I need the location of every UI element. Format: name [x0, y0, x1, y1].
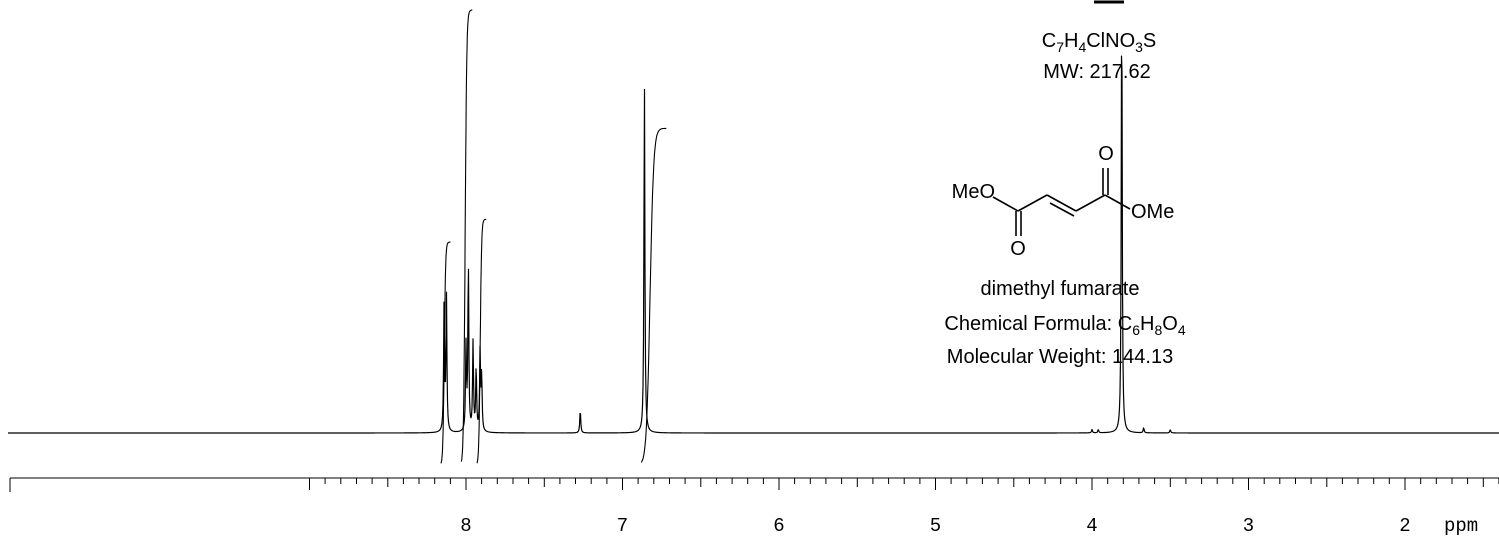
reagent-formula-s: S [1143, 30, 1156, 52]
reagent-formula-sub-4: 4 [1078, 39, 1086, 55]
integral-curve-4 [640, 127, 667, 463]
reagent-formula-clno: ClNO [1086, 30, 1135, 52]
chemical-formula: Chemical Formula: C6H8O4 [944, 313, 1185, 338]
x-axis: 876543210 ppm [9, 477, 1499, 537]
formula-sub-4: 4 [1178, 322, 1186, 338]
formula-h: H [1140, 313, 1154, 335]
x-axis-ticks [9, 478, 1499, 492]
spectrum-trace [7, 55, 1499, 434]
formula-o: O [1162, 313, 1178, 335]
bond-meo-c1 [992, 196, 1019, 212]
compound-name: dimethyl fumarate [981, 278, 1140, 300]
bond-c1-c2 [1017, 194, 1048, 212]
reagent-formula-c: C [1042, 30, 1056, 52]
bond-c3-c4 [1075, 194, 1106, 212]
integral-curve-2 [460, 9, 473, 462]
x-tick-label: 7 [617, 515, 628, 537]
formula-c: C [1118, 313, 1132, 335]
formula-sub-8: 8 [1154, 322, 1162, 338]
integral-curve-3 [476, 218, 487, 464]
reagent-formula-sub-3: 3 [1135, 39, 1143, 55]
x-tick-label: 2 [1399, 515, 1410, 537]
reagent-formula-sub-7: 7 [1056, 39, 1064, 55]
x-tick-label: 8 [460, 515, 471, 537]
label-ome: OMe [1131, 201, 1174, 223]
bond-c4-ome [1104, 194, 1131, 210]
x-tick-label: 3 [1243, 515, 1254, 537]
integral-curve-1 [440, 241, 451, 464]
formula-sub-6: 6 [1132, 322, 1140, 338]
reagent-annotation: C7H4ClNO3S MW: 217.62 [1042, 0, 1157, 83]
integral-curves [440, 9, 667, 464]
reagent-formula-h: H [1064, 30, 1078, 52]
reagent-mw: MW: 217.62 [1043, 61, 1150, 83]
bond-c2-c3-double [1049, 202, 1075, 217]
x-tick-label: 5 [930, 515, 941, 537]
label-meo: MeO [952, 181, 995, 203]
x-tick-label: 6 [773, 515, 784, 537]
molecular-weight: Molecular Weight: 144.13 [947, 346, 1173, 368]
x-tick-label: 4 [1086, 515, 1097, 537]
x-axis-unit-label: ppm [1444, 515, 1478, 537]
label-o-top: O [1098, 143, 1114, 165]
label-o-bottom: O [1010, 238, 1026, 260]
chemical-formula-prefix: Chemical Formula: [944, 313, 1117, 335]
x-axis-tick-labels: 876543210 [460, 515, 1410, 537]
bond-c2-c3 [1046, 194, 1077, 212]
reagent-formula: C7H4ClNO3S [1042, 30, 1157, 55]
dimethyl-fumarate-structure [992, 168, 1131, 236]
